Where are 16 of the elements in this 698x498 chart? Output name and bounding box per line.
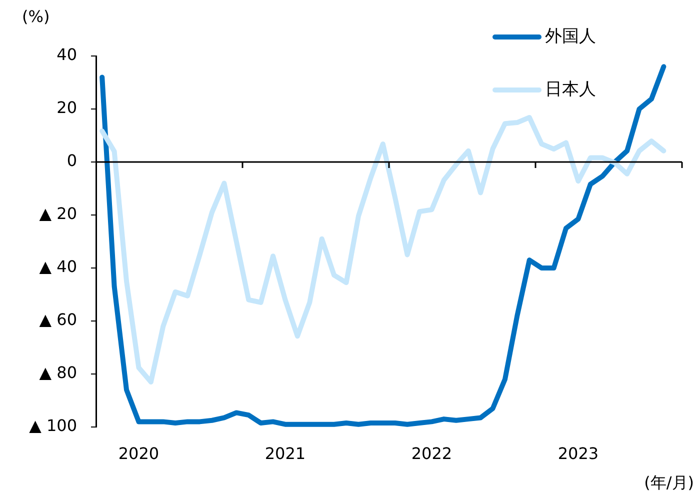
y-tick-label: ▲ 100	[29, 416, 77, 436]
y-tick-label: 0	[66, 151, 77, 170]
y-tick-label: ▲ 80	[39, 363, 77, 382]
legend-label: 日本人	[545, 79, 596, 100]
x-tick-label: 2022	[411, 444, 452, 463]
x-axis-title: (年/月)	[644, 473, 694, 492]
y-tick-label: 40	[56, 45, 77, 64]
x-tick-label: 2020	[118, 444, 160, 463]
x-tick-label: 2023	[558, 444, 599, 463]
y-tick-label: ▲ 60	[39, 310, 77, 330]
y-tick-label: 20	[56, 98, 77, 118]
x-tick-label: 2021	[264, 444, 306, 463]
y-axis-title: (%)	[22, 7, 50, 26]
legend-label: 外国人	[545, 26, 596, 46]
y-tick-label: ▲ 40	[39, 257, 77, 276]
y-tick-label: ▲ 20	[39, 204, 77, 224]
